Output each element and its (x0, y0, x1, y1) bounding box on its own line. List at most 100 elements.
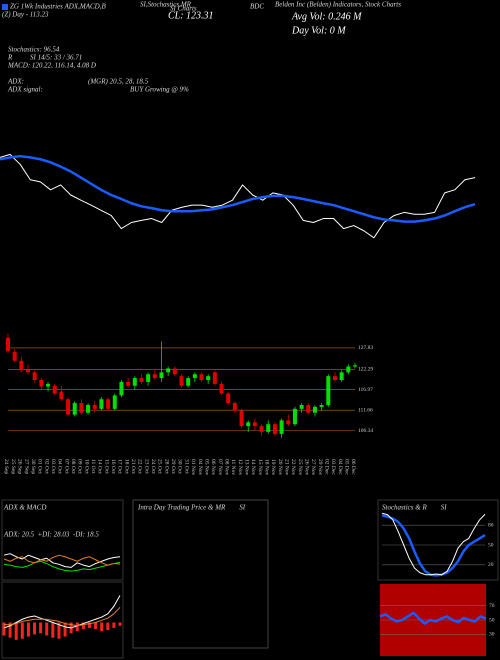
header-title: ZG 1Wk Industries ADX,MACD,B (10, 3, 106, 11)
x-tick-label: 26 Sep (17, 459, 23, 474)
header-indicators: SI,Stochastics,MR (140, 1, 192, 9)
candle-body (266, 424, 271, 432)
histogram-bar (51, 622, 55, 638)
x-tick-label: 30 Sep (30, 459, 36, 474)
x-tick-label: 16 Oct (110, 459, 116, 474)
candle-body (299, 405, 304, 409)
series-line (0, 153, 476, 239)
candle-body (99, 399, 104, 409)
x-tick-label: 24 Sep (3, 459, 9, 474)
candle-body (119, 381, 124, 396)
x-tick-label: 09 Oct (77, 459, 83, 474)
candle-body (166, 368, 171, 373)
x-tick-label: 04 Dec (337, 459, 343, 475)
x-tick-label: 15 Oct (103, 459, 109, 474)
header-avg-vol: Avg Vol: 0.246 M (291, 11, 362, 22)
candle-body (72, 403, 77, 415)
candle-body (272, 424, 277, 434)
histogram-bar (39, 622, 43, 634)
candle-body (132, 378, 137, 386)
x-tick-label: 02 Dec (324, 459, 330, 475)
histogram-bar (33, 622, 37, 635)
candle-body (319, 405, 324, 407)
candle-body (239, 410, 244, 427)
candle-body (252, 422, 257, 427)
y-tick-label: 80 (488, 522, 494, 528)
candle-body (312, 406, 317, 413)
candle-body (259, 426, 264, 432)
candle-body (159, 372, 164, 379)
candle-body (279, 420, 284, 434)
histogram-bar (75, 622, 79, 632)
x-tick-label: 03 Oct (50, 459, 56, 474)
r-label: R (7, 54, 13, 62)
logo-icon (2, 4, 8, 10)
x-tick-label: 07 Oct (63, 459, 69, 474)
candle-body (92, 405, 97, 409)
series-line (3, 595, 121, 629)
x-tick-label: 15 Nov (257, 459, 263, 476)
candle-body (339, 372, 344, 380)
x-tick-label: 17 Oct (117, 459, 123, 474)
x-tick-label: 14 Oct (97, 459, 103, 474)
histogram-bar (57, 622, 61, 639)
histogram-bar (14, 622, 18, 640)
series-line (0, 154, 476, 223)
candle-body (106, 399, 111, 409)
header-day: (Z) Day - 113.23 (2, 11, 49, 19)
x-tick-label: 03 Dec (330, 459, 336, 475)
series-line (4, 606, 121, 627)
macd-frame (1, 581, 124, 659)
candle-body (46, 383, 51, 387)
x-tick-label: 25 Oct (157, 459, 163, 474)
adx-reading: (MGR) 20.5, 28, 18.5 (88, 78, 149, 86)
header-symbol: BDC (250, 3, 264, 11)
candle-body (232, 403, 237, 411)
histogram-bar (100, 622, 104, 632)
x-tick-label: 27 Sep (23, 459, 29, 474)
macd-reading: MACD: 120.22, 116.14, 4.08 D (7, 62, 96, 70)
x-tick-label: 05 Dec (344, 459, 350, 475)
series-line (3, 553, 121, 568)
y-tick-label: 116.97 (358, 387, 373, 393)
histogram-bar (63, 622, 67, 637)
candle-body (59, 391, 64, 400)
x-tick-label: 18 Nov (263, 459, 269, 476)
header-close: CL: 123.31 (168, 10, 214, 21)
histogram-bar (26, 622, 30, 637)
candle-body (212, 372, 217, 384)
x-tick-label: 01 Nov (190, 459, 196, 476)
x-tick-label: 05 Nov (203, 459, 209, 476)
x-tick-label: 04 Oct (57, 459, 63, 474)
x-tick-label: 11 Nov (230, 459, 236, 475)
x-tick-label: 25 Nov (297, 459, 303, 476)
x-tick-label: 31 Oct (183, 459, 189, 474)
x-tick-label: 13 Nov (243, 459, 249, 476)
x-tick-label: 24 Oct (150, 459, 156, 474)
x-tick-label: 08 Oct (70, 459, 76, 474)
x-tick-label: 22 Oct (137, 459, 143, 474)
x-tick-label: 21 Oct (130, 459, 136, 474)
candle-body (39, 380, 44, 387)
histogram-bar (112, 622, 116, 628)
candle-body (199, 374, 204, 380)
candle-body (353, 365, 357, 367)
header-day-vol: Day Vol: 0 M (291, 25, 346, 36)
candle-body (112, 395, 117, 409)
y-tick-label: 30 (489, 632, 495, 638)
series-line (3, 554, 121, 566)
candle-body (292, 408, 297, 425)
intraday-frame (132, 499, 269, 649)
x-tick-label: 29 Oct (170, 459, 176, 474)
x-tick-label: 27 Nov (310, 459, 316, 476)
stoch-frame (377, 499, 499, 581)
candle-body (179, 376, 184, 386)
candle-body (32, 372, 37, 380)
candle-body (152, 374, 157, 379)
x-tick-label: 06 Dec (350, 459, 356, 475)
x-tick-label: 21 Nov (284, 459, 290, 476)
x-tick-label: 06 Nov (210, 459, 216, 476)
adx-signal-label: ADX signal: (7, 86, 43, 94)
candle-body (126, 381, 131, 386)
panel-title: ADX & MACD (3, 504, 46, 512)
